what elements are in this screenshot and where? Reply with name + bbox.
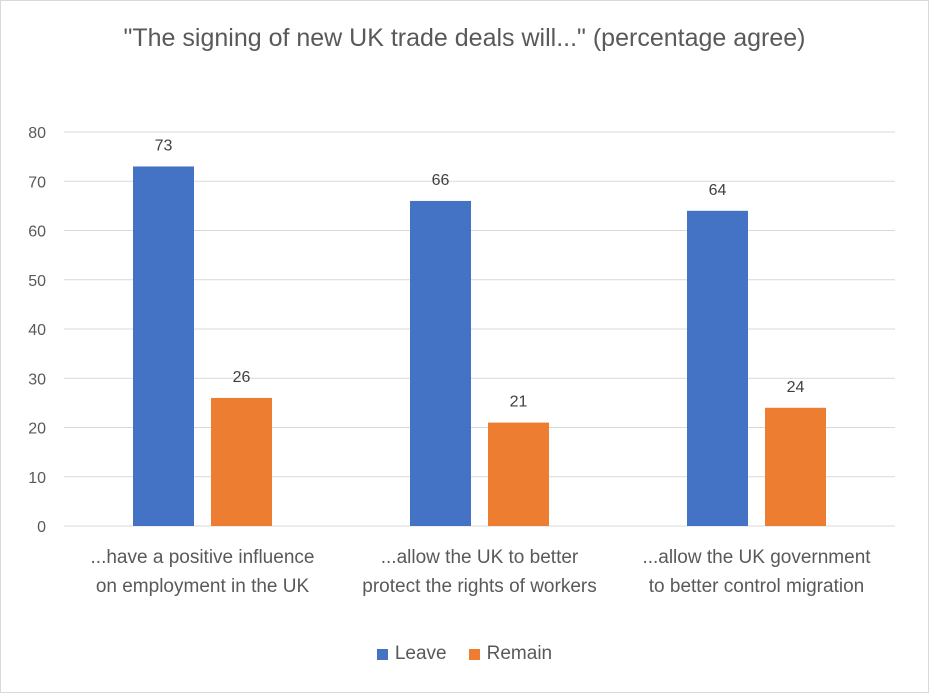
x-tick-label: ...allow the UK to better <box>381 547 579 568</box>
x-tick-label: on employment in the UK <box>96 576 310 597</box>
data-label: 73 <box>155 137 173 154</box>
x-tick-label: ...have a positive influence <box>91 547 315 568</box>
legend-swatch-leave <box>376 648 388 660</box>
y-tick-label: 10 <box>28 470 46 487</box>
data-label: 26 <box>233 369 251 386</box>
y-tick-label: 30 <box>28 371 46 388</box>
data-label: 66 <box>432 172 450 189</box>
data-label: 24 <box>787 379 805 396</box>
x-tick-label: protect the rights of workers <box>362 576 596 597</box>
y-tick-label: 40 <box>28 322 46 339</box>
data-label: 64 <box>709 182 727 199</box>
bar-remain <box>488 422 549 526</box>
legend-swatch-remain <box>468 648 480 660</box>
chart-title: "The signing of new UK trade deals will.… <box>123 24 806 52</box>
x-tick-label: to better control migration <box>649 576 864 597</box>
legend-item-leave: Leave <box>376 643 447 665</box>
bar-leave <box>133 166 194 526</box>
y-tick-label: 50 <box>28 273 46 290</box>
bar-remain <box>765 407 826 526</box>
y-tick-label: 60 <box>28 224 46 241</box>
legend-item-remain: Remain <box>468 643 553 665</box>
data-label: 21 <box>510 394 528 411</box>
legend-label-remain: Remain <box>486 643 553 664</box>
bar-leave <box>410 200 471 526</box>
y-tick-label: 80 <box>28 125 46 142</box>
x-tick-label: ...allow the UK government <box>642 547 871 568</box>
bar-remain <box>211 397 272 526</box>
y-tick-label: 0 <box>37 519 46 536</box>
y-tick-label: 20 <box>28 421 46 438</box>
y-tick-label: 70 <box>28 174 46 191</box>
chart-legend: Leave Remain <box>0 643 929 665</box>
bar-leave <box>687 210 748 527</box>
legend-label-leave: Leave <box>394 643 447 664</box>
